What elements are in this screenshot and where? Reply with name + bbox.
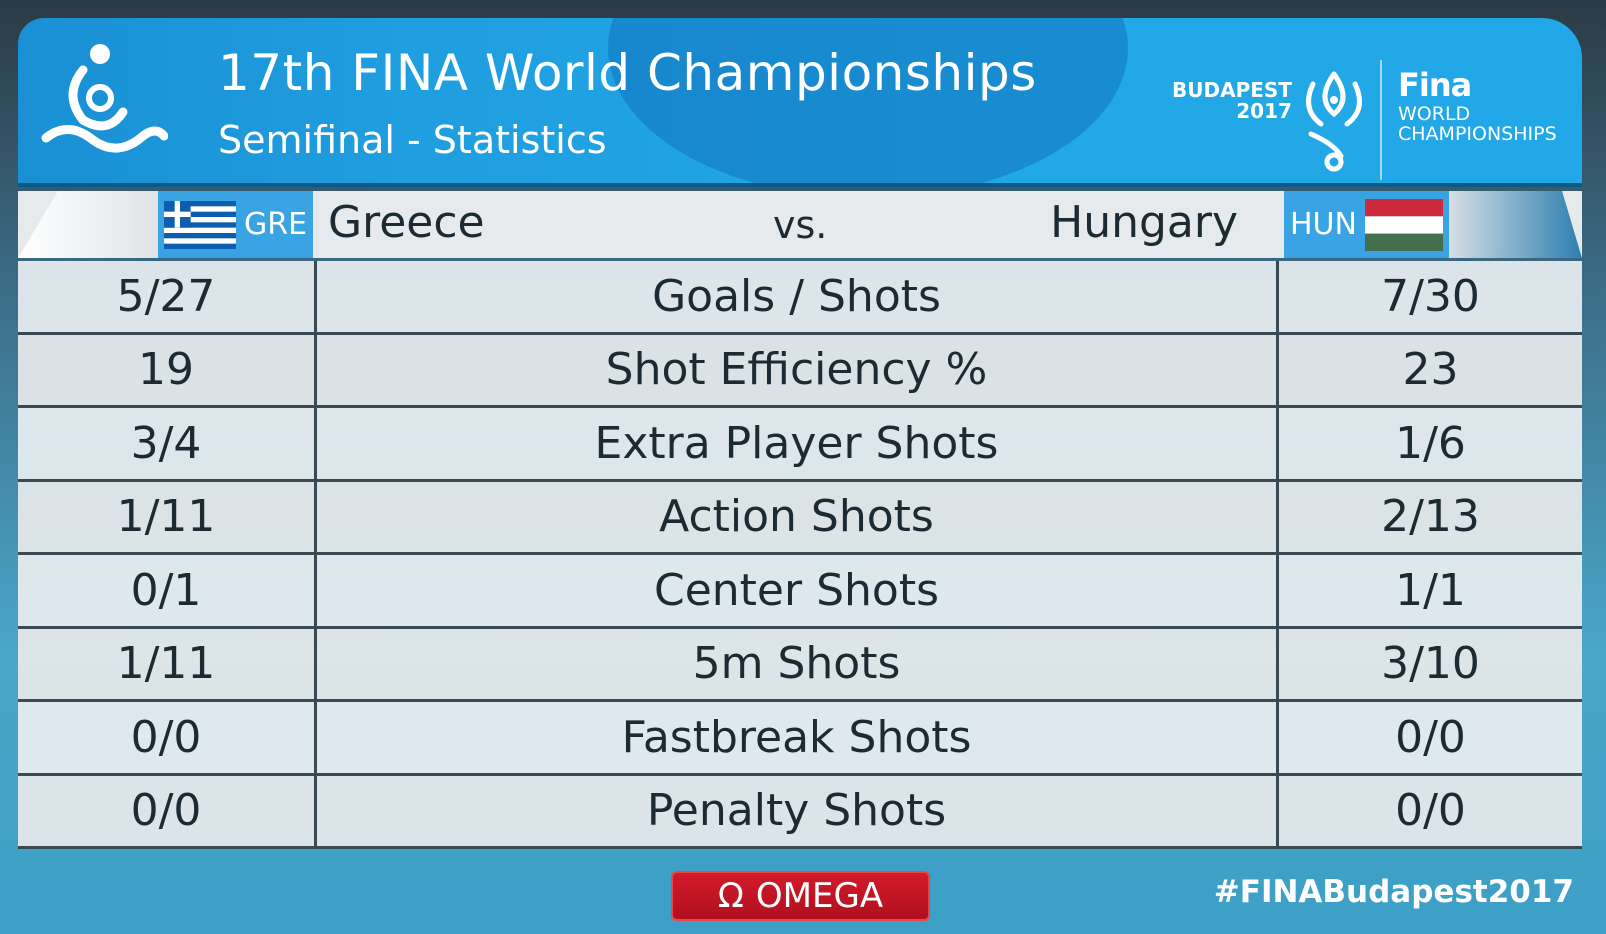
away-stat-value: 2/13 <box>1381 491 1480 543</box>
away-stat-value: 23 <box>1402 344 1459 396</box>
hungary-flag-icon <box>1364 198 1443 251</box>
away-stat-value: 0/0 <box>1395 785 1466 837</box>
statistics-panel: 17th FINA World Championships Semifinal … <box>18 18 1582 849</box>
home-stat-value: 0/0 <box>18 775 317 846</box>
home-stat-value: 19 <box>18 334 317 405</box>
stat-label: Fastbreak Shots <box>317 702 1279 773</box>
page-title: 17th FINA World Championships <box>218 44 1037 102</box>
stat-label: Goals / Shots <box>317 261 1279 332</box>
logo-divider <box>1380 60 1382 180</box>
host-city: BUDAPEST <box>1172 78 1292 102</box>
home-stat-value: 1/11 <box>18 481 317 552</box>
stat-label: Action Shots <box>317 481 1279 552</box>
stat-row: 1/11 5m Shots 3/10 <box>18 628 1582 702</box>
greece-flag-icon <box>164 200 236 249</box>
home-team-code-box: GRE <box>158 191 314 258</box>
home-team-name: Greece <box>328 197 485 248</box>
header-decoration <box>608 18 1128 183</box>
fina-logo: Fina WORLD CHAMPIONSHIPS <box>1398 66 1557 144</box>
stat-row: 19 Shot Efficiency % 23 <box>18 334 1582 408</box>
teams-row: GRE Greece vs. Hungary HUN <box>18 191 1582 258</box>
stat-label: Center Shots <box>317 555 1279 626</box>
stat-row: 0/0 Fastbreak Shots 0/0 <box>18 702 1582 776</box>
away-team-name: Hungary <box>1050 197 1238 248</box>
budapest-logo-text: BUDAPEST 2017 <box>1172 80 1292 122</box>
stat-row: 5/27 Goals / Shots 7/30 <box>18 261 1582 335</box>
water-polo-icon <box>41 44 168 153</box>
home-stat-value: 1/11 <box>18 628 317 699</box>
fina-line1: WORLD <box>1398 103 1471 125</box>
away-stat-value: 1/6 <box>1395 417 1466 469</box>
left-wing-decoration <box>18 191 158 258</box>
hashtag: #FINABudapest2017 <box>1213 874 1574 910</box>
omega-sponsor-logo: Ω OMEGA <box>671 871 930 921</box>
stat-row: 3/4 Extra Player Shots 1/6 <box>18 408 1582 482</box>
stat-row: 0/1 Center Shots 1/1 <box>18 555 1582 629</box>
stats-table: (function(){ const d=JSON.parse(document… <box>18 261 1582 849</box>
omega-icon: Ω <box>717 876 744 916</box>
stat-row: 1/11 Action Shots 2/13 <box>18 481 1582 555</box>
versus-label: vs. <box>773 203 828 247</box>
sponsor-name: OMEGA <box>755 876 884 916</box>
stat-row: 0/0 Penalty Shots 0/0 <box>18 775 1582 849</box>
stat-label: 5m Shots <box>317 628 1279 699</box>
away-stat-value: 0/0 <box>1395 711 1466 763</box>
home-stat-value: 5/27 <box>18 261 317 332</box>
fina-brand: Fina <box>1398 66 1472 104</box>
away-stat-value: 1/1 <box>1395 564 1466 616</box>
page-subtitle: Semifinal - Statistics <box>218 118 607 162</box>
away-stat-value: 3/10 <box>1381 638 1480 690</box>
home-stat-value: 3/4 <box>18 408 317 479</box>
stat-label: Shot Efficiency % <box>317 334 1279 405</box>
home-team-code: GRE <box>244 207 308 242</box>
header-bar: 17th FINA World Championships Semifinal … <box>18 18 1582 187</box>
away-team-code: HUN <box>1290 207 1357 242</box>
home-stat-value: 0/1 <box>18 555 317 626</box>
away-stat-value: 7/30 <box>1381 270 1480 322</box>
stat-label: Extra Player Shots <box>317 408 1279 479</box>
budapest-emblem-icon <box>1306 71 1362 172</box>
stat-label: Penalty Shots <box>317 775 1279 846</box>
fina-line2: CHAMPIONSHIPS <box>1398 123 1557 145</box>
away-team-code-box: HUN <box>1284 191 1449 258</box>
host-year: 2017 <box>1236 99 1292 123</box>
home-stat-value: 0/0 <box>18 702 317 773</box>
right-wing-decoration <box>1442 191 1582 258</box>
